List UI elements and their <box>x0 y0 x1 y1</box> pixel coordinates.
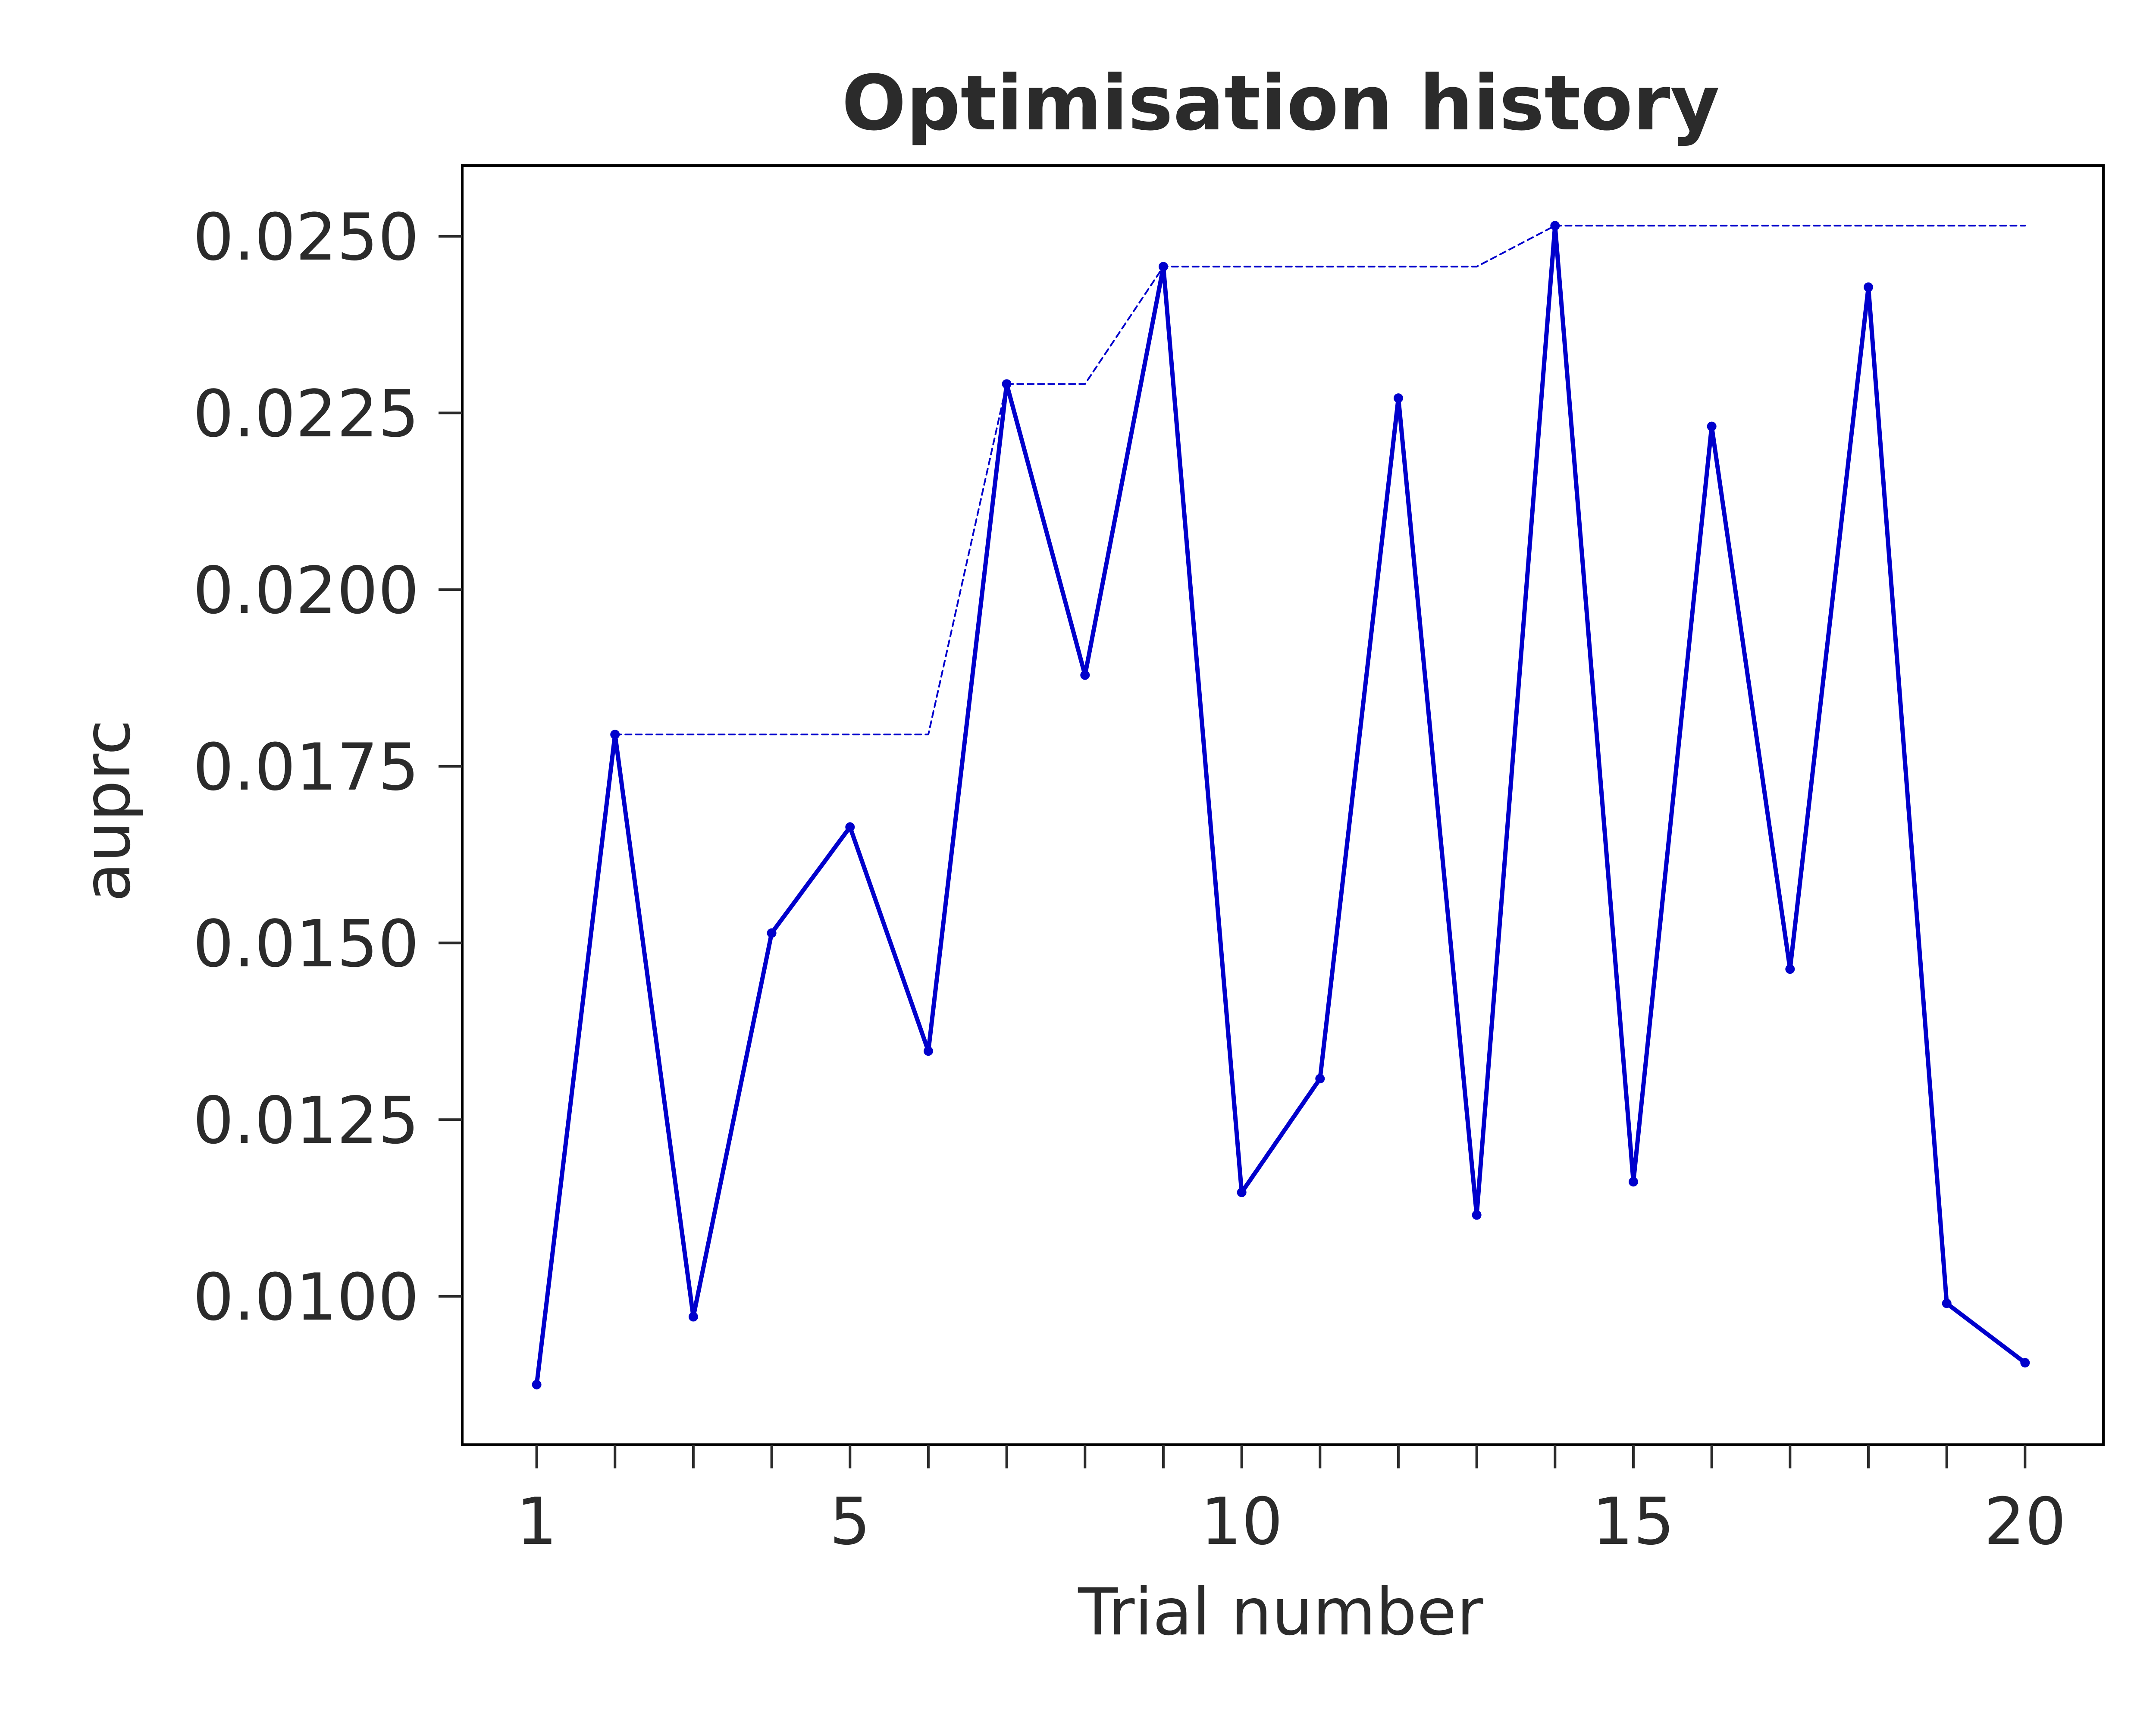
plot-area <box>461 164 2105 1446</box>
plot-frame <box>461 164 2105 1446</box>
y-tick-label: 0.0200 <box>193 553 419 628</box>
y-tick-label: 0.0150 <box>193 907 419 982</box>
trial-point <box>845 822 855 832</box>
trial-point <box>1237 1187 1247 1197</box>
x-axis: 1 5 10 15 20 <box>516 1445 2066 1559</box>
trial-point <box>923 1046 933 1056</box>
trial-point <box>1080 670 1090 680</box>
trial-value-line <box>534 223 2028 1387</box>
trial-point <box>688 1312 698 1322</box>
x-tick-label: 1 <box>516 1484 557 1559</box>
series-group <box>532 221 2030 1389</box>
trial-point <box>1393 393 1403 403</box>
x-tick-label: 20 <box>1984 1484 2066 1559</box>
x-axis-label: Trial number <box>1078 1575 1483 1650</box>
y-tick-label: 0.0100 <box>193 1260 419 1335</box>
x-tick-label: 5 <box>830 1484 871 1559</box>
best-value-point <box>1159 263 1167 270</box>
best-value-point <box>1003 380 1010 388</box>
y-tick-label: 0.0125 <box>193 1083 419 1158</box>
best-value-line <box>614 225 2026 736</box>
y-axis: 0.0100 0.0125 0.0150 0.0175 0.0200 0.0225 0.02… <box>193 200 462 1335</box>
trial-point <box>1628 1177 1638 1187</box>
y-tick-label: 0.0175 <box>193 730 419 805</box>
trial-point <box>1942 1298 1952 1308</box>
y-tick-label: 0.0225 <box>193 377 419 452</box>
trial-point <box>767 928 777 938</box>
y-axis-label: auprc <box>70 719 145 902</box>
chart-title: Optimisation history <box>842 59 1720 147</box>
trial-point <box>1707 421 1717 431</box>
x-tick-label: 10 <box>1200 1484 1283 1559</box>
y-tick-label: 0.0250 <box>193 200 419 275</box>
best-value-point <box>611 731 619 738</box>
trial-point <box>1785 964 1795 974</box>
trial-point <box>1472 1210 1482 1220</box>
best-value-point <box>1551 222 1559 229</box>
trial-point <box>2020 1358 2030 1367</box>
trial-point <box>1863 282 1873 292</box>
trial-point <box>1315 1074 1325 1084</box>
x-tick-label: 15 <box>1592 1484 1675 1559</box>
trial-point <box>532 1380 542 1389</box>
